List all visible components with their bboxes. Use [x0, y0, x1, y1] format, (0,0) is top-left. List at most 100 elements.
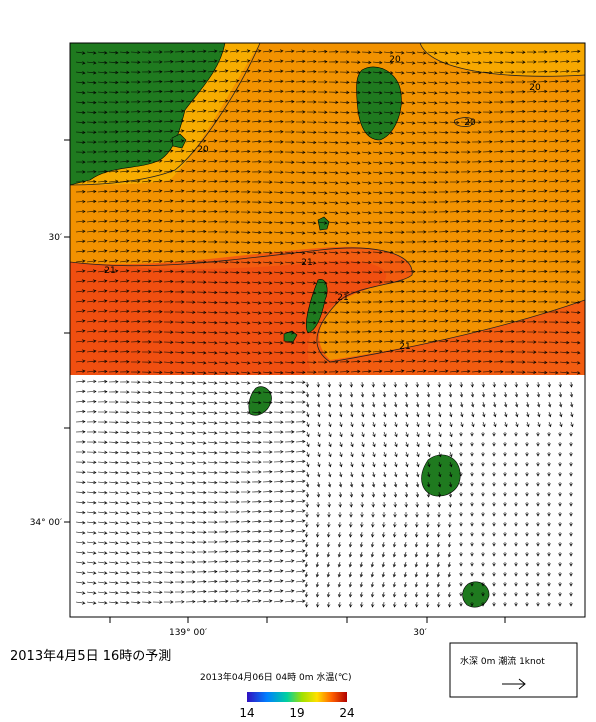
- current-arrow: [328, 320, 339, 325]
- current-arrow: [383, 91, 394, 95]
- current-arrow: [348, 571, 353, 578]
- current-arrow: [559, 249, 570, 254]
- current-arrow: [416, 190, 427, 195]
- current-arrow: [229, 549, 240, 554]
- current-arrow: [163, 119, 174, 123]
- current-arrow: [273, 341, 284, 345]
- current-arrow: [86, 309, 97, 313]
- current-arrow: [459, 561, 463, 567]
- current-arrow: [558, 441, 562, 447]
- current-arrow: [383, 151, 394, 155]
- current-arrow: [163, 249, 174, 254]
- current-arrow: [163, 501, 174, 505]
- current-arrow: [337, 581, 342, 588]
- current-arrow: [403, 551, 408, 558]
- current-arrow: [416, 411, 420, 418]
- current-arrow: [382, 511, 386, 518]
- current-arrow: [327, 481, 332, 488]
- current-arrow: [317, 150, 328, 155]
- current-arrow: [338, 391, 343, 398]
- current-arrow: [284, 251, 295, 255]
- current-arrow: [370, 561, 375, 568]
- current-arrow: [328, 350, 339, 354]
- current-arrow: [438, 81, 449, 85]
- current-arrow: [141, 289, 152, 294]
- current-arrow: [525, 561, 529, 567]
- current-arrow: [119, 370, 130, 374]
- current-arrow: [262, 470, 273, 474]
- current-arrow: [229, 371, 240, 375]
- current-arrow: [482, 120, 493, 124]
- current-arrow: [141, 309, 152, 314]
- current-arrow: [218, 149, 229, 153]
- current-arrow: [525, 541, 529, 547]
- current-arrow: [394, 411, 398, 418]
- current-arrow: [119, 541, 130, 545]
- current-arrow: [449, 319, 460, 323]
- current-arrow: [229, 89, 240, 93]
- current-arrow: [416, 101, 427, 105]
- current-arrow: [75, 100, 86, 105]
- current-arrow: [262, 321, 273, 325]
- current-arrow: [537, 370, 548, 375]
- current-arrow: [163, 540, 174, 545]
- current-arrow: [251, 210, 262, 214]
- islands: [70, 43, 490, 608]
- current-arrow: [471, 339, 482, 343]
- current-arrow: [503, 461, 507, 467]
- contour-label: 21: [337, 293, 348, 303]
- current-arrow: [405, 309, 416, 313]
- current-arrow: [218, 250, 229, 254]
- current-arrow: [547, 431, 551, 437]
- current-arrow: [438, 200, 449, 204]
- current-arrow: [372, 240, 383, 245]
- current-arrow: [75, 91, 86, 95]
- current-arrow: [97, 100, 108, 105]
- current-arrow: [515, 360, 526, 364]
- current-arrow: [251, 200, 262, 204]
- current-arrow: [359, 581, 364, 588]
- current-arrow: [251, 440, 262, 445]
- current-arrow: [537, 119, 548, 123]
- current-arrow: [416, 441, 420, 448]
- current-arrow: [493, 289, 504, 293]
- current-arrow: [174, 570, 185, 574]
- current-arrow: [515, 70, 526, 74]
- current-arrow: [130, 541, 141, 545]
- current-arrow: [75, 110, 86, 115]
- current-arrow: [526, 50, 537, 54]
- current-arrow: [339, 461, 343, 468]
- current-arrow: [481, 531, 485, 537]
- current-arrow: [438, 461, 442, 468]
- current-arrow: [196, 119, 207, 123]
- current-arrow: [207, 490, 218, 495]
- current-arrow: [548, 310, 559, 314]
- current-arrow: [317, 261, 328, 265]
- current-arrow: [295, 489, 306, 493]
- current-arrow: [163, 441, 174, 445]
- current-arrow: [548, 109, 559, 113]
- current-arrow: [569, 581, 573, 587]
- current-arrow: [97, 379, 108, 384]
- current-arrow: [569, 461, 573, 467]
- current-arrow: [174, 59, 185, 64]
- current-arrow: [416, 279, 427, 284]
- current-arrow: [514, 551, 518, 557]
- current-arrow: [350, 461, 354, 468]
- current-arrow: [108, 299, 119, 303]
- current-arrow: [348, 531, 353, 538]
- current-arrow: [548, 229, 559, 233]
- current-arrow: [174, 139, 185, 143]
- current-arrow: [130, 590, 141, 595]
- current-arrow: [570, 219, 581, 224]
- current-arrow: [207, 371, 218, 375]
- current-arrow: [262, 220, 273, 225]
- current-arrow: [537, 169, 548, 173]
- current-arrow: [130, 329, 141, 334]
- current-arrow: [262, 351, 273, 355]
- current-arrow: [482, 269, 493, 273]
- temp-zone: [70, 260, 387, 375]
- current-arrow: [295, 140, 306, 144]
- current-arrow: [361, 211, 372, 215]
- current-arrow: [295, 281, 306, 285]
